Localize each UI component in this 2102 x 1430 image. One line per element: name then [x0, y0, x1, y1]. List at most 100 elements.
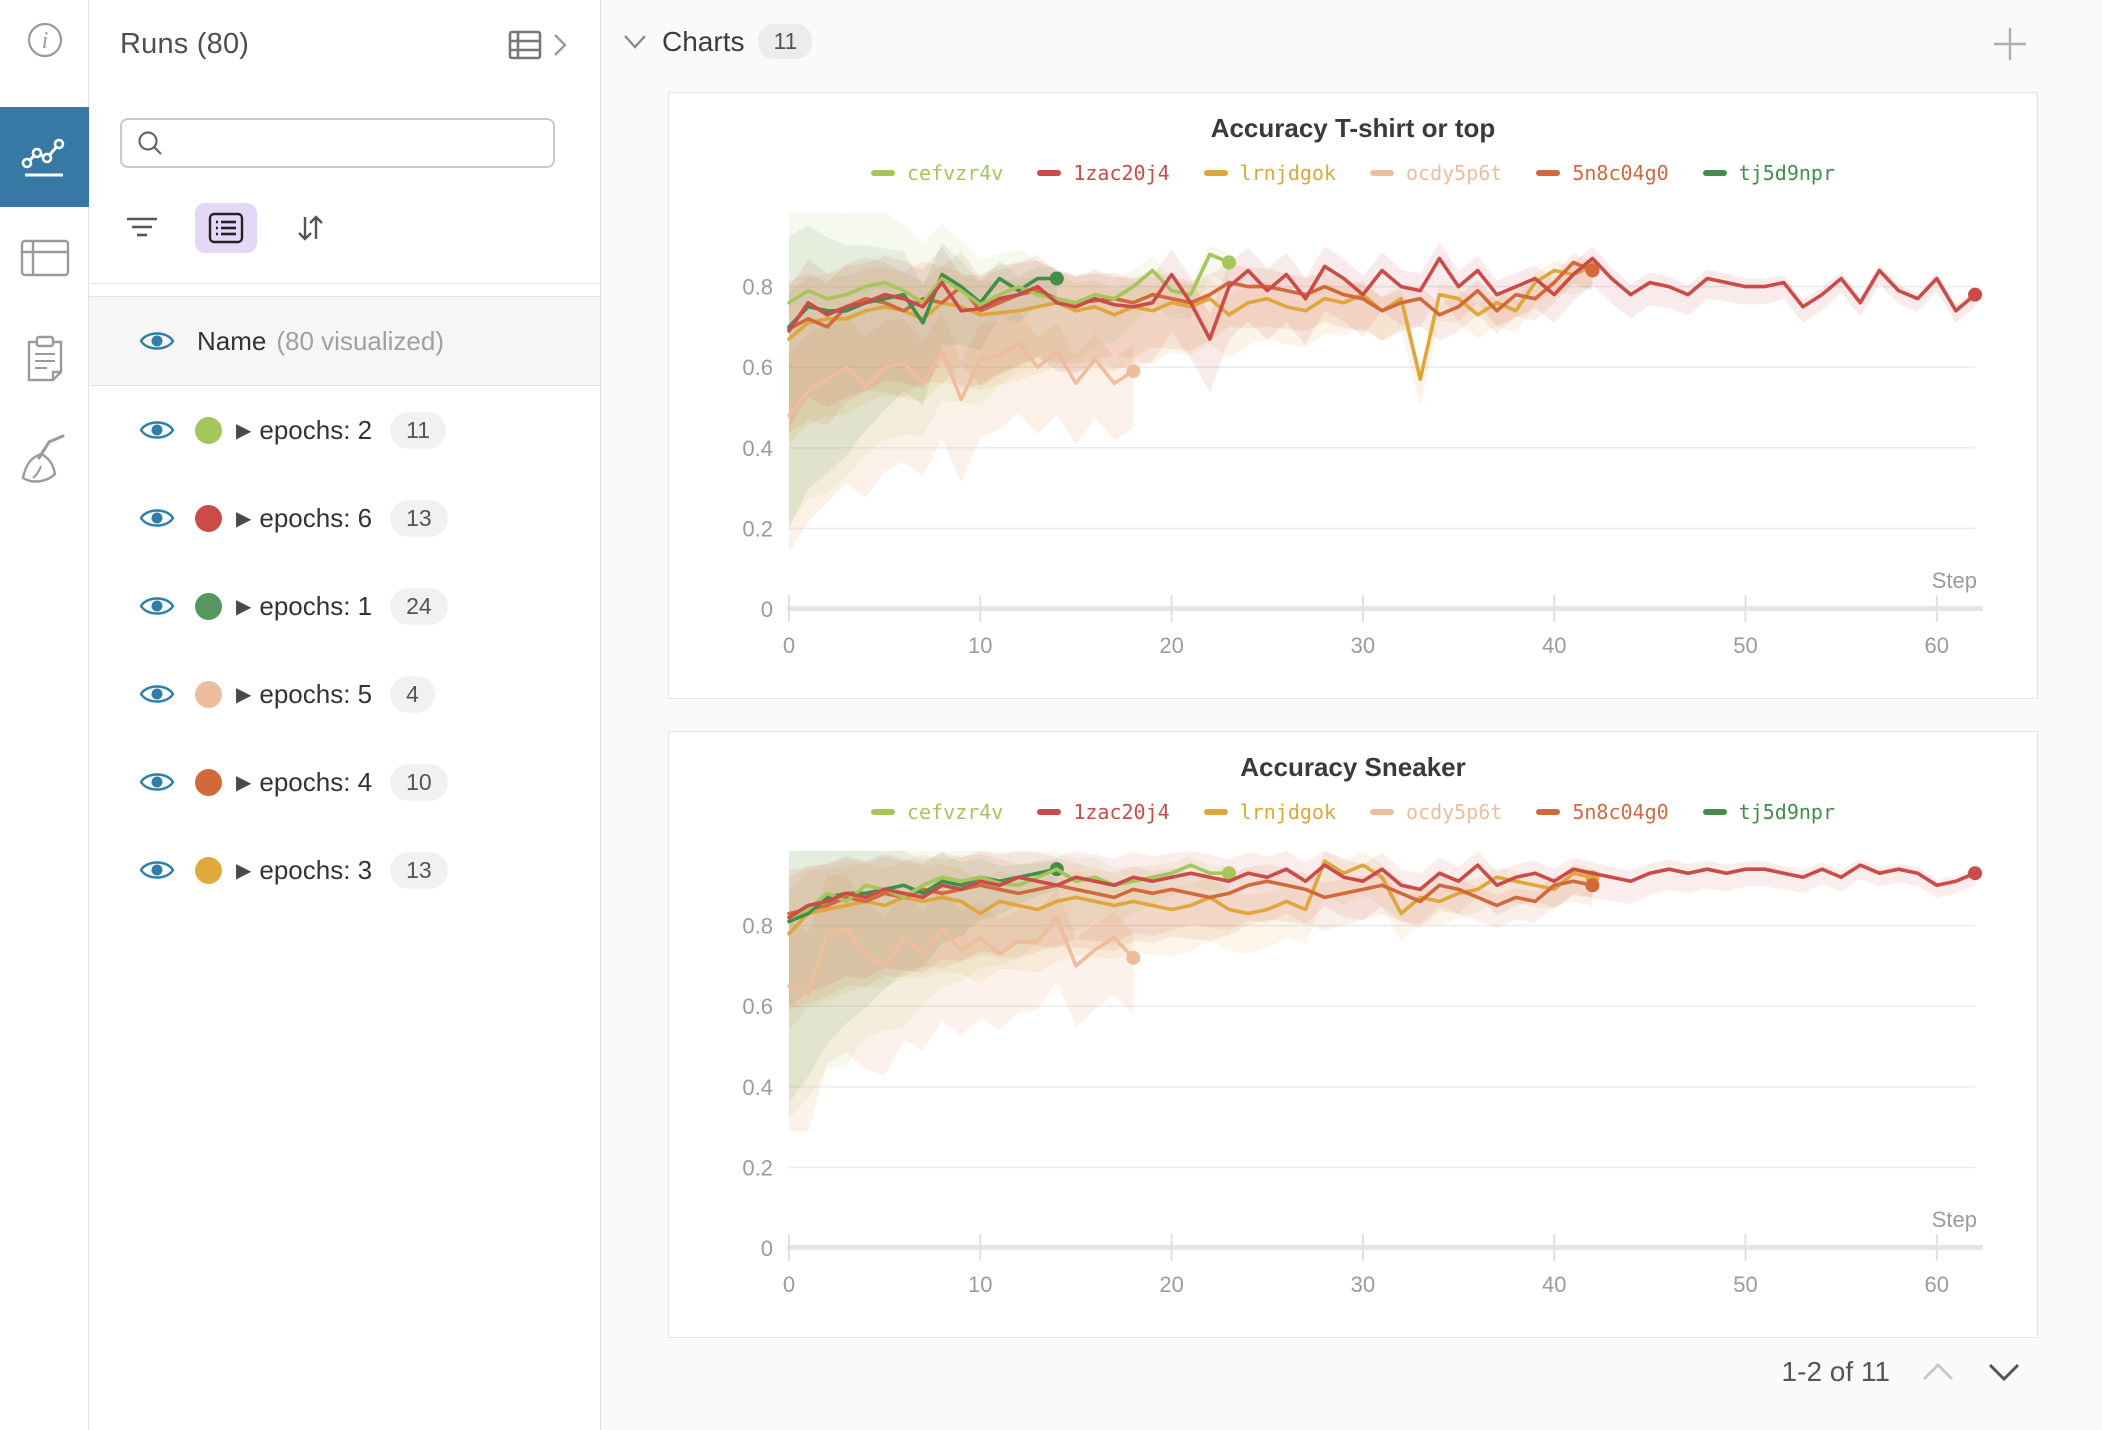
run-group-row[interactable]: ▶ epochs: 4 10: [89, 738, 600, 826]
run-group-row[interactable]: ▶ epochs: 5 4: [89, 650, 600, 738]
chart-legend: cefvzr4v 1zac20j4 lrnjdgok ocdy5p6t 5n8c…: [669, 158, 2037, 188]
clipboard-icon[interactable]: [0, 330, 89, 390]
chevron-up-icon: [1922, 1362, 1954, 1381]
legend-item[interactable]: 5n8c04g0: [1536, 800, 1669, 824]
svg-text:50: 50: [1733, 633, 1757, 658]
eye-icon[interactable]: [139, 681, 175, 707]
runs-header-row[interactable]: Name (80 visualized): [89, 296, 600, 386]
svg-text:10: 10: [968, 633, 992, 658]
caret-right-icon[interactable]: ▶: [236, 507, 252, 530]
caret-right-icon[interactable]: ▶: [236, 419, 252, 442]
table-icon[interactable]: [0, 228, 89, 288]
eye-icon[interactable]: [139, 505, 175, 531]
info-icon[interactable]: i: [0, 14, 89, 66]
filter-button[interactable]: [111, 203, 173, 253]
chart-panel-card[interactable]: Accuracy Sneaker cefvzr4v 1zac20j4 lrnjd…: [668, 731, 2038, 1338]
run-group-label: epochs: 6: [259, 502, 373, 533]
runs-controls: [111, 200, 341, 256]
runs-search[interactable]: [120, 118, 555, 168]
run-group-row[interactable]: ▶ epochs: 3 13: [89, 826, 600, 914]
eye-icon[interactable]: [139, 857, 175, 883]
runs-sidebar: Runs (80) Name (80 visualized) ▶ epochs:…: [89, 0, 601, 1430]
legend-item[interactable]: lrnjdgok: [1203, 800, 1336, 824]
legend-item[interactable]: ocdy5p6t: [1370, 161, 1502, 185]
caret-right-icon[interactable]: ▶: [236, 683, 252, 706]
legend-swatch: [1370, 170, 1394, 176]
run-group-row[interactable]: ▶ epochs: 6 13: [89, 474, 600, 562]
svg-text:0.8: 0.8: [742, 914, 773, 939]
caret-right-icon[interactable]: ▶: [236, 771, 252, 794]
run-group-label: epochs: 5: [259, 678, 373, 709]
eye-icon[interactable]: [139, 328, 175, 354]
legend-item[interactable]: 1zac20j4: [1037, 800, 1170, 824]
legend-run-name: 5n8c04g0: [1572, 800, 1669, 824]
svg-text:0.2: 0.2: [742, 1155, 773, 1180]
search-input[interactable]: [174, 130, 553, 156]
legend-item[interactable]: 1zac20j4: [1037, 161, 1170, 185]
line-chart-icon[interactable]: [0, 107, 89, 207]
svg-text:0: 0: [761, 1236, 773, 1261]
legend-run-name: ocdy5p6t: [1406, 161, 1503, 185]
runs-panel-title: Runs (80): [120, 28, 250, 60]
legend-item[interactable]: cefvzr4v: [871, 161, 1003, 185]
legend-run-name: tj5d9npr: [1738, 800, 1835, 824]
sort-icon: [298, 215, 323, 241]
broom-icon[interactable]: [0, 430, 89, 494]
svg-text:0.2: 0.2: [742, 516, 773, 541]
legend-swatch: [1536, 809, 1561, 815]
sort-button[interactable]: [279, 203, 341, 253]
add-panel-button[interactable]: [1990, 24, 2030, 69]
legend-run-name: lrnjdgok: [1239, 161, 1336, 185]
runs-header-label: Name: [197, 325, 267, 356]
legend-item[interactable]: 5n8c04g0: [1536, 161, 1669, 185]
run-group-label: epochs: 2: [259, 414, 373, 445]
eye-icon[interactable]: [139, 769, 175, 795]
eye-icon[interactable]: [139, 417, 175, 443]
run-group-label: epochs: 1: [259, 590, 373, 621]
legend-run-name: lrnjdgok: [1239, 800, 1336, 824]
run-count-badge: 11: [390, 411, 447, 449]
run-color-dot: [195, 768, 222, 796]
svg-text:Step: Step: [1932, 1207, 1977, 1232]
caret-right-icon[interactable]: ▶: [236, 859, 252, 882]
run-color-dot: [195, 504, 222, 532]
page-down-button[interactable]: [1986, 1360, 2022, 1384]
charts-count-badge: 11: [758, 24, 813, 59]
svg-text:i: i: [41, 28, 48, 54]
page-up-button[interactable]: [1920, 1360, 1956, 1384]
legend-item[interactable]: tj5d9npr: [1702, 161, 1835, 185]
svg-text:0: 0: [761, 597, 773, 622]
legend-swatch: [1536, 170, 1561, 176]
legend-item[interactable]: cefvzr4v: [871, 800, 1003, 824]
legend-item[interactable]: lrnjdgok: [1203, 161, 1336, 185]
chart-plot: 0 10 20 30 40 50 60 0 0.2 0.4 0.6 0.8 Step: [742, 851, 1983, 1297]
eye-icon[interactable]: [139, 593, 175, 619]
legend-run-name: cefvzr4v: [907, 800, 1004, 824]
group-list-button[interactable]: [195, 203, 257, 253]
chart-title: Accuracy Sneaker: [1240, 752, 1466, 782]
run-group-label: epochs: 3: [259, 854, 373, 885]
filter-icon: [127, 217, 157, 237]
run-color-dot: [195, 592, 222, 620]
chevron-down-icon[interactable]: [622, 33, 648, 51]
svg-text:40: 40: [1542, 1272, 1566, 1297]
runs-table-expand-button[interactable]: [508, 30, 568, 60]
legend-swatch: [871, 809, 896, 815]
legend-swatch: [1037, 809, 1062, 815]
charts-panel: Charts 11 Accuracy T-shirt or top cefvzr…: [602, 0, 2102, 1430]
caret-right-icon[interactable]: ▶: [236, 595, 252, 618]
run-group-row[interactable]: ▶ epochs: 1 24: [89, 562, 600, 650]
search-icon: [138, 131, 162, 155]
legend-run-name: tj5d9npr: [1738, 161, 1835, 185]
svg-text:0.4: 0.4: [742, 436, 773, 461]
charts-pagination: 1-2 of 11: [1782, 1356, 2022, 1388]
svg-text:0.6: 0.6: [742, 994, 773, 1019]
run-group-label: epochs: 4: [259, 766, 373, 797]
legend-swatch: [1203, 170, 1228, 176]
run-group-row[interactable]: ▶ epochs: 2 11: [89, 386, 600, 474]
legend-swatch: [1370, 809, 1394, 815]
legend-item[interactable]: ocdy5p6t: [1370, 800, 1502, 824]
legend-item[interactable]: tj5d9npr: [1702, 800, 1835, 824]
chart-panel-card[interactable]: Accuracy T-shirt or top cefvzr4v 1zac20j…: [668, 92, 2038, 699]
run-color-dot: [195, 416, 222, 444]
